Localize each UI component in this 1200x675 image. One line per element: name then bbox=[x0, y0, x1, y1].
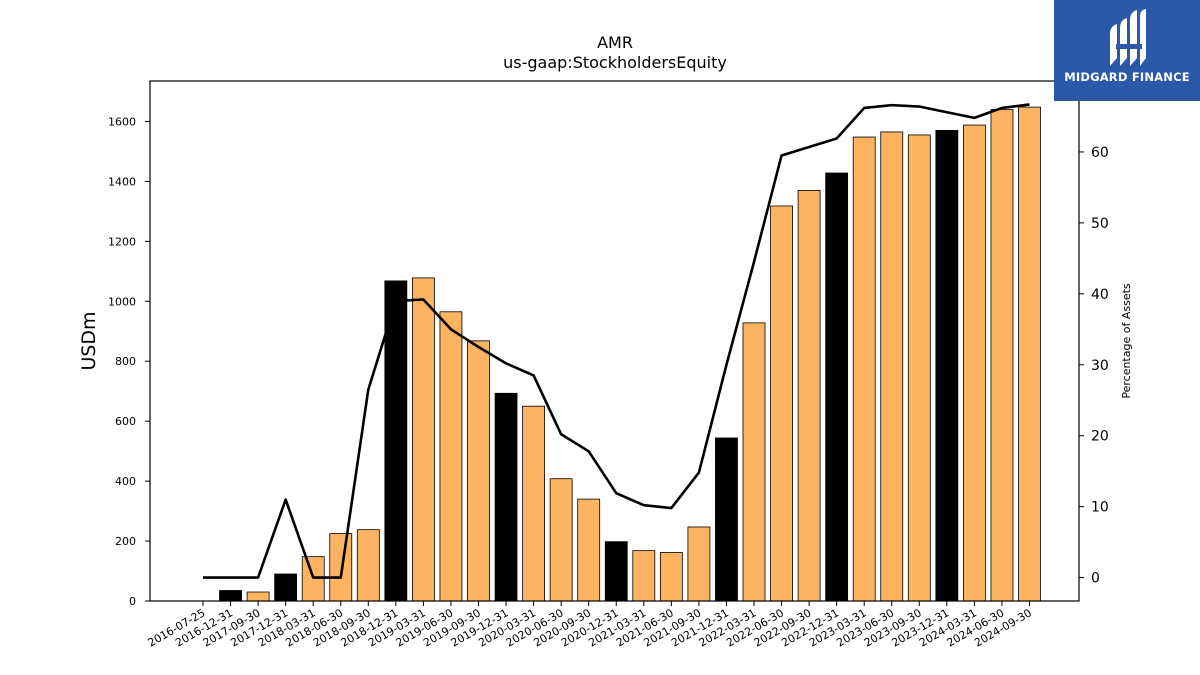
y2-axis-label: Percentage of Assets bbox=[1120, 283, 1133, 399]
y2-tick-label: 50 bbox=[1091, 216, 1109, 232]
bar-2019-12-31 bbox=[494, 392, 518, 602]
y-tick-label: 1400 bbox=[108, 175, 136, 188]
plot-frame bbox=[149, 80, 1080, 602]
bar-2020-03-31 bbox=[522, 405, 545, 602]
logo-text: MIDGARD FINANCE bbox=[1064, 70, 1190, 84]
y-axis-label: USDm bbox=[78, 311, 100, 370]
y2-tick-label: 40 bbox=[1091, 287, 1109, 303]
bar-2022-12-31 bbox=[825, 172, 849, 602]
bar-2022-06-30 bbox=[770, 205, 793, 602]
bar-2024-03-31 bbox=[963, 124, 986, 602]
bars-group bbox=[219, 106, 1041, 602]
bar-2018-06-30 bbox=[329, 533, 353, 602]
bar-2019-09-30 bbox=[467, 340, 490, 602]
bar-2020-12-31 bbox=[604, 541, 628, 602]
bar-2021-09-30 bbox=[687, 526, 711, 602]
bar-2021-03-31 bbox=[632, 550, 656, 602]
y-tick-label: 400 bbox=[115, 475, 136, 488]
y2-tick-label: 60 bbox=[1091, 145, 1109, 161]
bar-2020-06-30 bbox=[549, 478, 573, 602]
bar-2023-03-31 bbox=[852, 136, 876, 602]
y2-tick-label: 10 bbox=[1091, 500, 1109, 516]
y-tick-label: 1600 bbox=[108, 115, 136, 128]
chart-title: AMR bbox=[597, 33, 633, 52]
bar-2017-09-30 bbox=[246, 591, 270, 602]
y-tick-label: 1000 bbox=[108, 295, 136, 308]
midgard-finance-logo: MIDGARD FINANCE bbox=[1054, 0, 1200, 101]
bar-2018-09-30 bbox=[356, 529, 380, 602]
y-tick-label: 600 bbox=[115, 415, 136, 428]
bar-2024-09-30 bbox=[1018, 106, 1041, 602]
y-tick-label: 0 bbox=[129, 595, 136, 608]
bar-2023-06-30 bbox=[880, 131, 904, 602]
y2-tick-label: 20 bbox=[1091, 429, 1109, 445]
y-tick-label: 1200 bbox=[108, 235, 136, 248]
bar-2021-06-30 bbox=[659, 552, 683, 602]
y-tick-label: 200 bbox=[115, 535, 136, 548]
line-group bbox=[203, 103, 1030, 579]
logo-mark-icon bbox=[1110, 9, 1146, 66]
bar-2023-12-31 bbox=[935, 130, 959, 602]
y2-tick-label: 0 bbox=[1091, 571, 1100, 587]
y2-tick-label: 30 bbox=[1091, 358, 1109, 374]
bar-2019-06-30 bbox=[439, 311, 463, 602]
bar-2021-12-31 bbox=[715, 437, 738, 602]
chart-subtitle: us-gaap:StockholdersEquity bbox=[503, 53, 727, 72]
bar-2016-12-31 bbox=[219, 590, 242, 602]
bar-2022-03-31 bbox=[742, 322, 766, 602]
bar-2022-09-30 bbox=[797, 189, 821, 602]
bar-2023-09-30 bbox=[907, 134, 931, 602]
bar-2020-09-30 bbox=[577, 498, 601, 602]
y-tick-label: 800 bbox=[115, 355, 136, 368]
bar-2024-06-30 bbox=[990, 109, 1014, 602]
bar-2019-03-31 bbox=[411, 277, 435, 602]
bar-2017-12-31 bbox=[274, 573, 298, 602]
percentage-line bbox=[203, 103, 1030, 579]
